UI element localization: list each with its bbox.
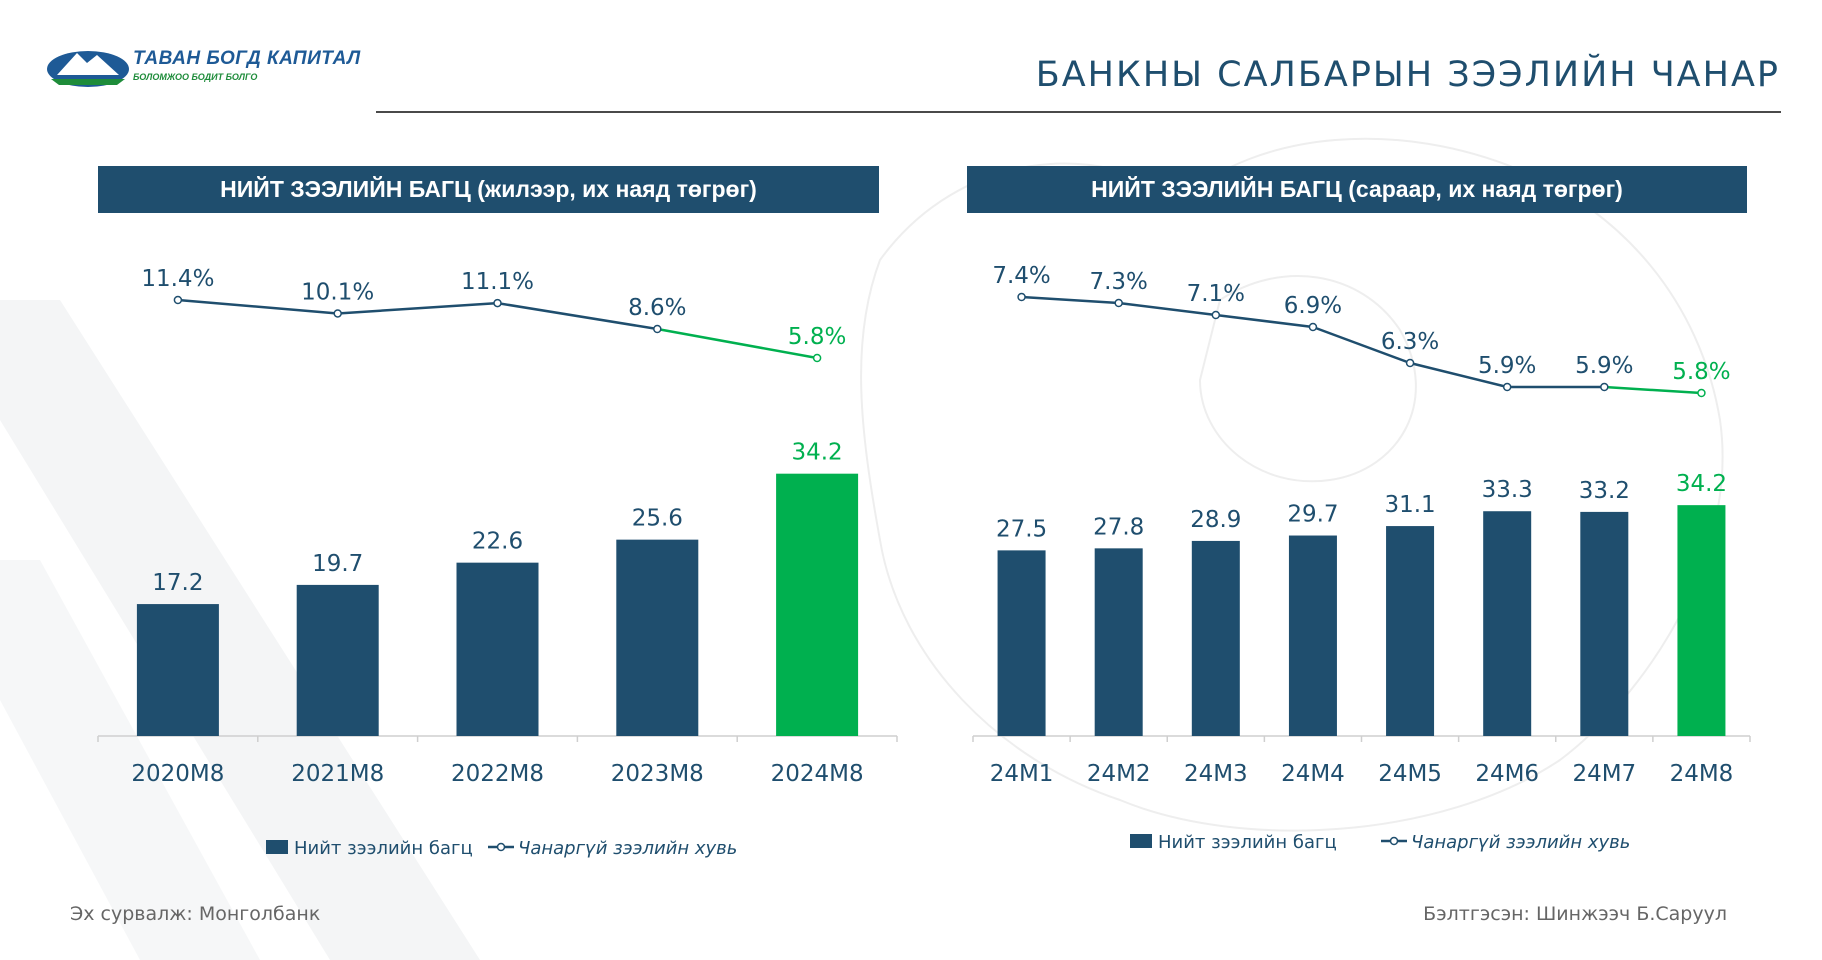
category-label: 24M5 [1378, 761, 1442, 787]
line-value-label: 7.4% [992, 263, 1050, 289]
bar-value-label: 33.3 [1482, 477, 1533, 503]
bar-value-label: 17.2 [152, 570, 203, 596]
bar [1191, 540, 1240, 736]
company-logo: ТАВАН БОГД КАПИТАЛ БОЛОМЖОО БОДИТ БОЛГО [45, 45, 360, 95]
chart-left-title: НИЙТ ЗЭЭЛИЙН БАГЦ (жилээр, их наяд төгрө… [98, 166, 879, 213]
line-point [1211, 310, 1221, 320]
bar [1288, 535, 1337, 736]
bar [1386, 526, 1435, 736]
title-divider [376, 111, 1781, 113]
chart-right-title: НИЙТ ЗЭЭЛИЙН БАГЦ (сараар, их наяд төгрө… [967, 166, 1747, 213]
bar [1094, 548, 1143, 736]
line-point [812, 353, 822, 363]
bar [1580, 511, 1629, 736]
author-note: Бэлтгэсэн: Шинжээч Б.Саруул [1423, 903, 1727, 925]
legend-swatch-bar [1130, 834, 1152, 848]
line-point [1114, 298, 1123, 308]
category-label: 24M1 [990, 761, 1054, 787]
line-point [1502, 382, 1512, 392]
legend-label-line: Чанаргүй зээлийн хувь [518, 838, 737, 859]
line-segment [657, 327, 818, 360]
line-point [1405, 358, 1415, 368]
line-value-label: 10.1% [301, 279, 374, 305]
line-segment [1312, 325, 1411, 365]
line-value-label: 5.8% [1672, 359, 1730, 385]
bar [776, 473, 859, 736]
category-label: 24M8 [1670, 761, 1734, 787]
category-label: 24M6 [1475, 761, 1539, 787]
line-value-label: 8.6% [628, 295, 686, 321]
category-label: 24M4 [1281, 761, 1345, 787]
bar-value-label: 25.6 [632, 506, 683, 532]
bar-value-label: 27.5 [996, 516, 1047, 542]
legend-swatch-bar [266, 840, 288, 854]
bar-value-label: 19.7 [312, 551, 363, 577]
logo-name: ТАВАН БОГД КАПИТАЛ [133, 48, 361, 69]
legend-label-bar: Нийт зээлийн багц [294, 838, 473, 859]
line-value-label: 6.3% [1381, 329, 1439, 355]
bar [296, 584, 379, 736]
line-value-label: 11.1% [461, 269, 534, 295]
line-point [333, 309, 342, 318]
logo-tagline: БОЛОМЖОО БОДИТ БОЛГО [133, 72, 258, 82]
bar-value-label: 22.6 [472, 529, 523, 555]
legend-label-line: Чанаргүй зээлийн хувь [1411, 832, 1630, 853]
bar-value-label: 27.8 [1093, 514, 1144, 540]
line-value-label: 6.9% [1284, 293, 1342, 319]
line-segment [337, 301, 498, 315]
legend-swatch-point [496, 842, 506, 852]
bar-value-label: 28.9 [1190, 507, 1241, 533]
line-point [493, 298, 502, 308]
source-note: Эх сурвалж: Монголбанк [70, 903, 321, 925]
line-point [653, 324, 662, 334]
bar [136, 604, 219, 736]
category-label: 2021M8 [291, 761, 384, 787]
line-value-label: 7.3% [1089, 269, 1147, 295]
line-point [1600, 382, 1609, 392]
line-point [1697, 388, 1706, 398]
category-label: 2023M8 [611, 761, 704, 787]
line-point [1017, 292, 1026, 302]
line-segment [1021, 295, 1119, 305]
bar-value-label: 34.2 [1676, 471, 1727, 497]
bar [456, 562, 539, 736]
line-segment [1215, 313, 1314, 329]
line-segment [1604, 385, 1702, 395]
line-segment [177, 298, 338, 315]
bar [616, 539, 699, 736]
category-label: 24M2 [1087, 761, 1151, 787]
line-point [173, 295, 183, 305]
category-label: 24M7 [1572, 761, 1636, 787]
line-point [1308, 322, 1318, 332]
category-label: 2020M8 [131, 761, 224, 787]
line-segment [1118, 301, 1216, 317]
bar [1677, 505, 1726, 736]
mountain-logo-icon [47, 51, 129, 87]
bar [997, 550, 1046, 736]
line-value-label: 5.8% [788, 324, 846, 350]
legend-swatch-point [1389, 836, 1399, 846]
bar-value-label: 31.1 [1384, 492, 1435, 518]
line-segment [1409, 361, 1508, 389]
category-label: 24M3 [1184, 761, 1248, 787]
legend-label-bar: Нийт зээлийн багц [1158, 832, 1337, 853]
line-value-label: 5.9% [1575, 353, 1633, 379]
page-title: БАНКНЫ САЛБАРЫН ЗЭЭЛИЙН ЧАНАР [1035, 55, 1780, 95]
bar-value-label: 34.2 [791, 440, 842, 466]
bar [1483, 511, 1532, 736]
line-value-label: 5.9% [1478, 353, 1536, 379]
category-label: 2022M8 [451, 761, 544, 787]
line-segment [497, 301, 658, 331]
category-label: 2024M8 [771, 761, 864, 787]
bar-value-label: 33.2 [1579, 478, 1630, 504]
line-value-label: 11.4% [141, 266, 214, 292]
line-value-label: 7.1% [1187, 281, 1245, 307]
bar-value-label: 29.7 [1287, 502, 1338, 528]
